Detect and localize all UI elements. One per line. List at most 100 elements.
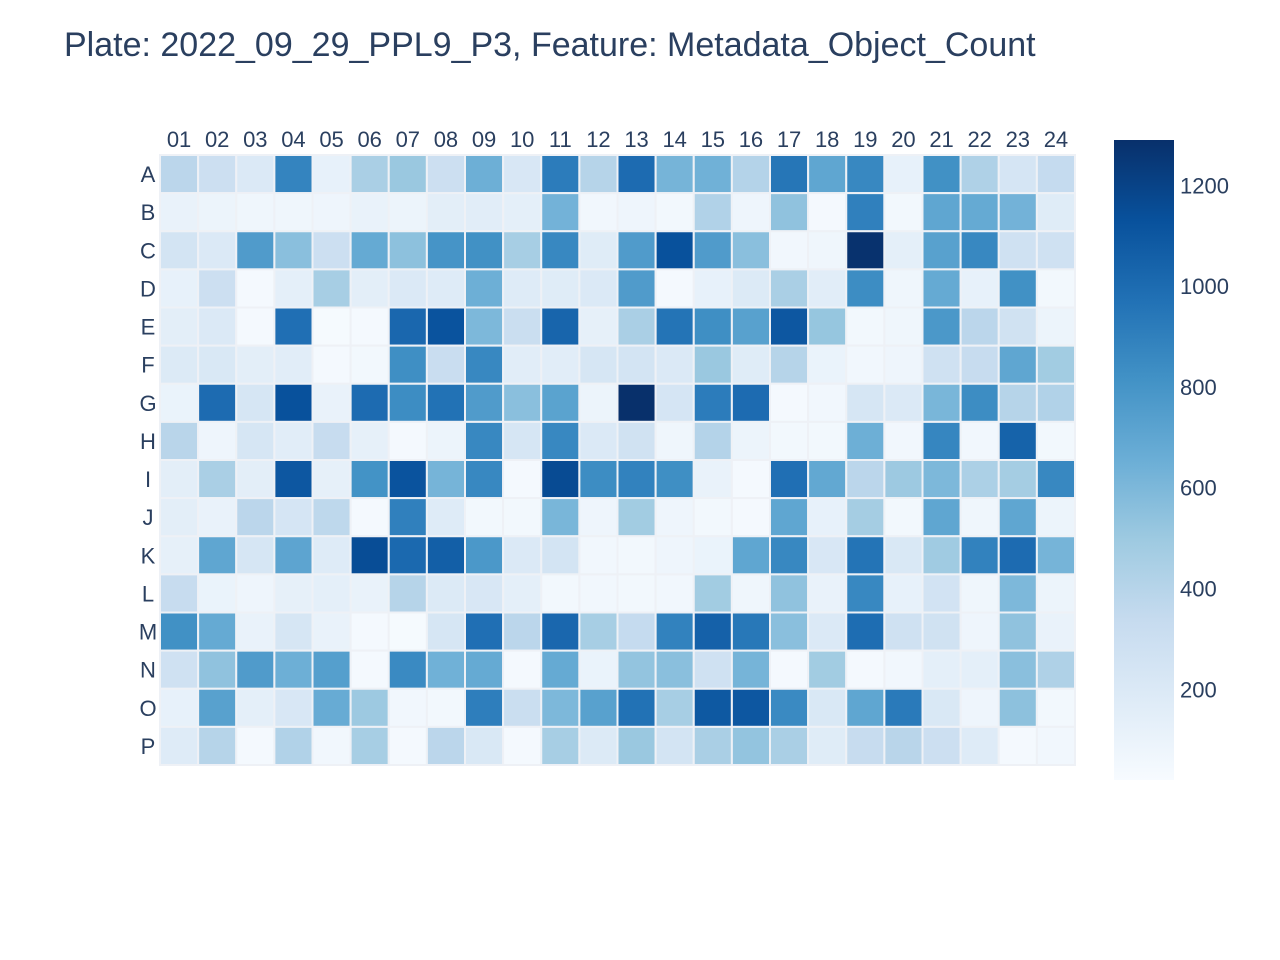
heatmap-cell-M12 (578, 611, 619, 652)
heatmap-cell-E13 (616, 306, 657, 347)
heatmap-cell-C24 (1035, 230, 1077, 271)
heatmap-cell-A20 (883, 154, 924, 195)
heatmap-cell-B04 (273, 192, 314, 233)
heatmap-cell-O14 (654, 687, 695, 728)
heatmap-cell-G12 (578, 382, 619, 423)
heatmap-cell-I15 (692, 459, 733, 500)
heatmap-cell-E18 (807, 306, 848, 347)
heatmap-cell-D14 (654, 268, 695, 309)
heatmap-cell-B19 (845, 192, 886, 233)
column-label-12: 12 (586, 127, 610, 152)
heatmap-cell-M05 (311, 611, 352, 652)
heatmap-cell-K16 (730, 535, 772, 576)
heatmap-cell-K04 (273, 535, 314, 576)
heatmap-cell-F13 (616, 344, 657, 385)
heatmap-cell-B22 (959, 192, 1000, 233)
heatmap-cell-E23 (997, 306, 1038, 347)
colorbar (1114, 140, 1174, 780)
heatmap-cell-B24 (1035, 192, 1077, 233)
column-label-04: 04 (281, 127, 305, 152)
heatmap-cell-G15 (692, 382, 733, 423)
heatmap-cell-A04 (273, 154, 314, 195)
row-label-F: F (141, 353, 154, 378)
heatmap-cell-G08 (425, 382, 467, 423)
heatmap-cell-L07 (387, 573, 428, 614)
row-label-E: E (141, 315, 156, 340)
heatmap-cell-N04 (273, 649, 314, 690)
heatmap-cell-C18 (807, 230, 848, 271)
row-label-N: N (140, 658, 156, 683)
heatmap-cell-K03 (235, 535, 276, 576)
heatmap-cell-B14 (654, 192, 695, 233)
heatmap-cell-O21 (921, 687, 962, 728)
heatmap-cell-P21 (921, 725, 962, 767)
heatmap-cell-H14 (654, 420, 695, 462)
heatmap-cell-C14 (654, 230, 695, 271)
heatmap-cell-F22 (959, 344, 1000, 385)
column-label-16: 16 (739, 127, 763, 152)
heatmap-cell-L09 (464, 573, 505, 614)
heatmap-cell-M10 (502, 611, 543, 652)
heatmap-cell-A07 (387, 154, 428, 195)
heatmap-cell-P18 (807, 725, 848, 767)
heatmap-cell-M24 (1035, 611, 1077, 652)
heatmap-cell-H18 (807, 420, 848, 462)
heatmap-cell-F09 (464, 344, 505, 385)
heatmap-cell-H07 (387, 420, 428, 462)
heatmap-cell-K10 (502, 535, 543, 576)
row-label-A: A (141, 162, 156, 187)
heatmap-cell-D20 (883, 268, 924, 309)
heatmap-cell-C22 (959, 230, 1000, 271)
heatmap-cell-P07 (387, 725, 428, 767)
heatmap-cell-E02 (197, 306, 238, 347)
heatmap-cell-J06 (349, 497, 390, 538)
heatmap-cell-D05 (311, 268, 352, 309)
heatmap-cell-L02 (197, 573, 238, 614)
heatmap-cell-J22 (959, 497, 1000, 538)
heatmap-cell-C08 (425, 230, 467, 271)
column-label-07: 07 (396, 127, 420, 152)
heatmap-cell-P24 (1035, 725, 1077, 767)
heatmap-cell-J18 (807, 497, 848, 538)
heatmap-cell-A24 (1035, 154, 1077, 195)
heatmap-cell-F04 (273, 344, 314, 385)
heatmap-cell-E21 (921, 306, 962, 347)
heatmap-cell-K08 (425, 535, 467, 576)
heatmap-cell-K05 (311, 535, 352, 576)
heatmap-cell-O03 (235, 687, 276, 728)
heatmap-cell-M01 (159, 611, 200, 652)
heatmap-cell-C06 (349, 230, 390, 271)
heatmap-cell-M20 (883, 611, 924, 652)
heatmap-cell-P03 (235, 725, 276, 767)
row-label-K: K (141, 543, 156, 568)
heatmap-cell-O02 (197, 687, 238, 728)
heatmap-cell-J19 (845, 497, 886, 538)
heatmap-cell-M17 (769, 611, 810, 652)
heatmap-cell-I22 (959, 459, 1000, 500)
heatmap-cell-K14 (654, 535, 695, 576)
heatmap-cell-J11 (540, 497, 581, 538)
heatmap-cell-N18 (807, 649, 848, 690)
heatmap-cell-C20 (883, 230, 924, 271)
heatmap-cell-L19 (845, 573, 886, 614)
heatmap-cell-D21 (921, 268, 962, 309)
heatmap-cell-G19 (845, 382, 886, 423)
heatmap-cell-N03 (235, 649, 276, 690)
heatmap-cell-G02 (197, 382, 238, 423)
heatmap-cell-O05 (311, 687, 352, 728)
heatmap-cell-H11 (540, 420, 581, 462)
column-label-17: 17 (777, 127, 801, 152)
column-label-20: 20 (891, 127, 915, 152)
heatmap-cell-N12 (578, 649, 619, 690)
heatmap-cell-N16 (730, 649, 772, 690)
heatmap-cell-N14 (654, 649, 695, 690)
heatmap-cell-M22 (959, 611, 1000, 652)
heatmap-cell-G23 (997, 382, 1038, 423)
heatmap-cell-I23 (997, 459, 1038, 500)
heatmap-cell-I03 (235, 459, 276, 500)
column-label-15: 15 (701, 127, 725, 152)
colorbar-tick-1000: 1000 (1180, 274, 1229, 299)
row-label-P: P (141, 734, 156, 759)
heatmap-cell-I09 (464, 459, 505, 500)
heatmap-cell-P16 (730, 725, 772, 767)
